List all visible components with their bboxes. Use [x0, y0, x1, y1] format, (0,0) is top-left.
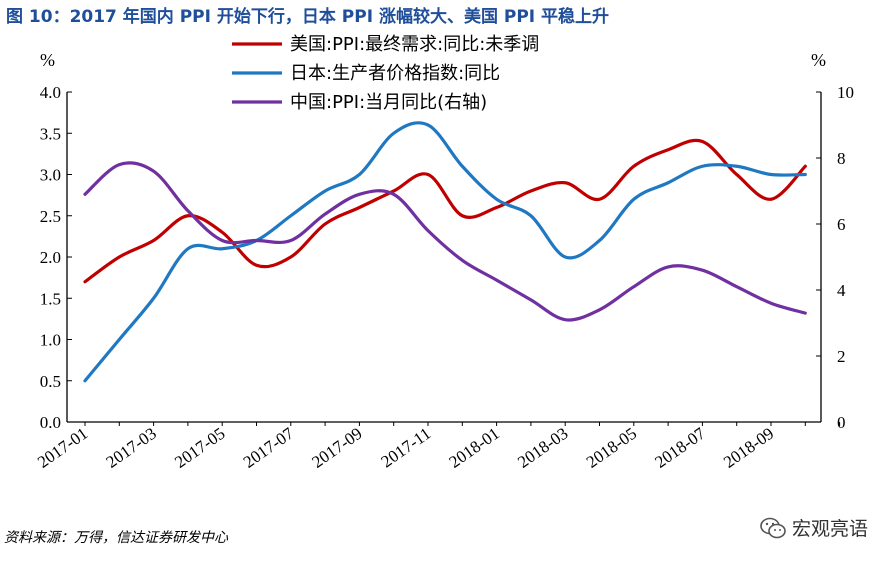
- figure-title: 图 10：2017 年国内 PPI 开始下行，日本 PPI 涨幅较大、美国 PP…: [6, 7, 610, 27]
- x-axis-tick-label: 2018-03: [514, 424, 571, 472]
- chart-series: [83, 121, 807, 383]
- right-axis-tick-label: 4: [837, 281, 846, 300]
- left-axis-tick-label: 0.0: [40, 413, 61, 432]
- x-axis-tick-label: 2017-05: [171, 424, 228, 472]
- wechat-icon: [760, 517, 786, 538]
- left-axis-tick-label: 3.5: [40, 124, 61, 143]
- x-axis-tick-label: 2018-07: [651, 423, 709, 471]
- left-axis-tick-label: 1.5: [40, 289, 61, 308]
- right-axis-tick-label: 6: [837, 215, 846, 234]
- source-note: 资料来源：万得，信达证券研发中心: [4, 530, 228, 546]
- x-axis-tick-label: 2017-09: [308, 424, 365, 472]
- legend-label-3: 中国:PPI:当月同比(右轴): [290, 92, 487, 113]
- left-axis-tick-label: 2.5: [40, 207, 61, 226]
- x-axis-tick-label: 2018-05: [583, 424, 640, 472]
- left-axis-tick-label: 3.0: [40, 166, 61, 185]
- watermark-text: 宏观亮语: [792, 518, 869, 540]
- left-axis-unit: %: [40, 50, 55, 70]
- x-axis-tick-label: 2017-07: [240, 423, 298, 471]
- x-axis-tick-label: 2018-09: [720, 424, 777, 472]
- left-axis-tick-label: 0.5: [40, 372, 61, 391]
- watermark: 宏观亮语: [760, 514, 868, 541]
- x-axis-tick-label: 2017-03: [103, 424, 160, 472]
- right-axis-tick-label: 2: [837, 347, 846, 366]
- left-axis-tick-label: 1.0: [40, 331, 61, 350]
- series-line-3: [83, 161, 807, 322]
- chart-legend: 美国:PPI:最终需求:同比:未季调日本:生产者价格指数:同比中国:PPI:当月…: [232, 34, 539, 113]
- right-axis-tick-label: 10: [837, 83, 854, 102]
- right-axis-unit: %: [811, 50, 826, 70]
- right-axis-tick-label: 0: [837, 413, 846, 432]
- legend-label-2: 日本:生产者价格指数:同比: [290, 63, 500, 84]
- right-axis-tick-label: 8: [837, 149, 846, 168]
- series-line-1: [83, 138, 807, 284]
- chart-axes: 0.0 0.5 1.0 1.5 2.0 2.5 3.0 3.5 4.0 0 2 4 6 8 10% % 2017…: [34, 50, 854, 472]
- x-axis-tick-label: 2017-11: [377, 424, 434, 472]
- x-axis-tick-label: 2018-01: [446, 424, 503, 472]
- series-line-2: [83, 121, 807, 383]
- left-axis-tick-label: 2.0: [40, 248, 61, 267]
- legend-label-1: 美国:PPI:最终需求:同比:未季调: [290, 34, 539, 55]
- left-axis-tick-label: 4.0: [40, 83, 61, 102]
